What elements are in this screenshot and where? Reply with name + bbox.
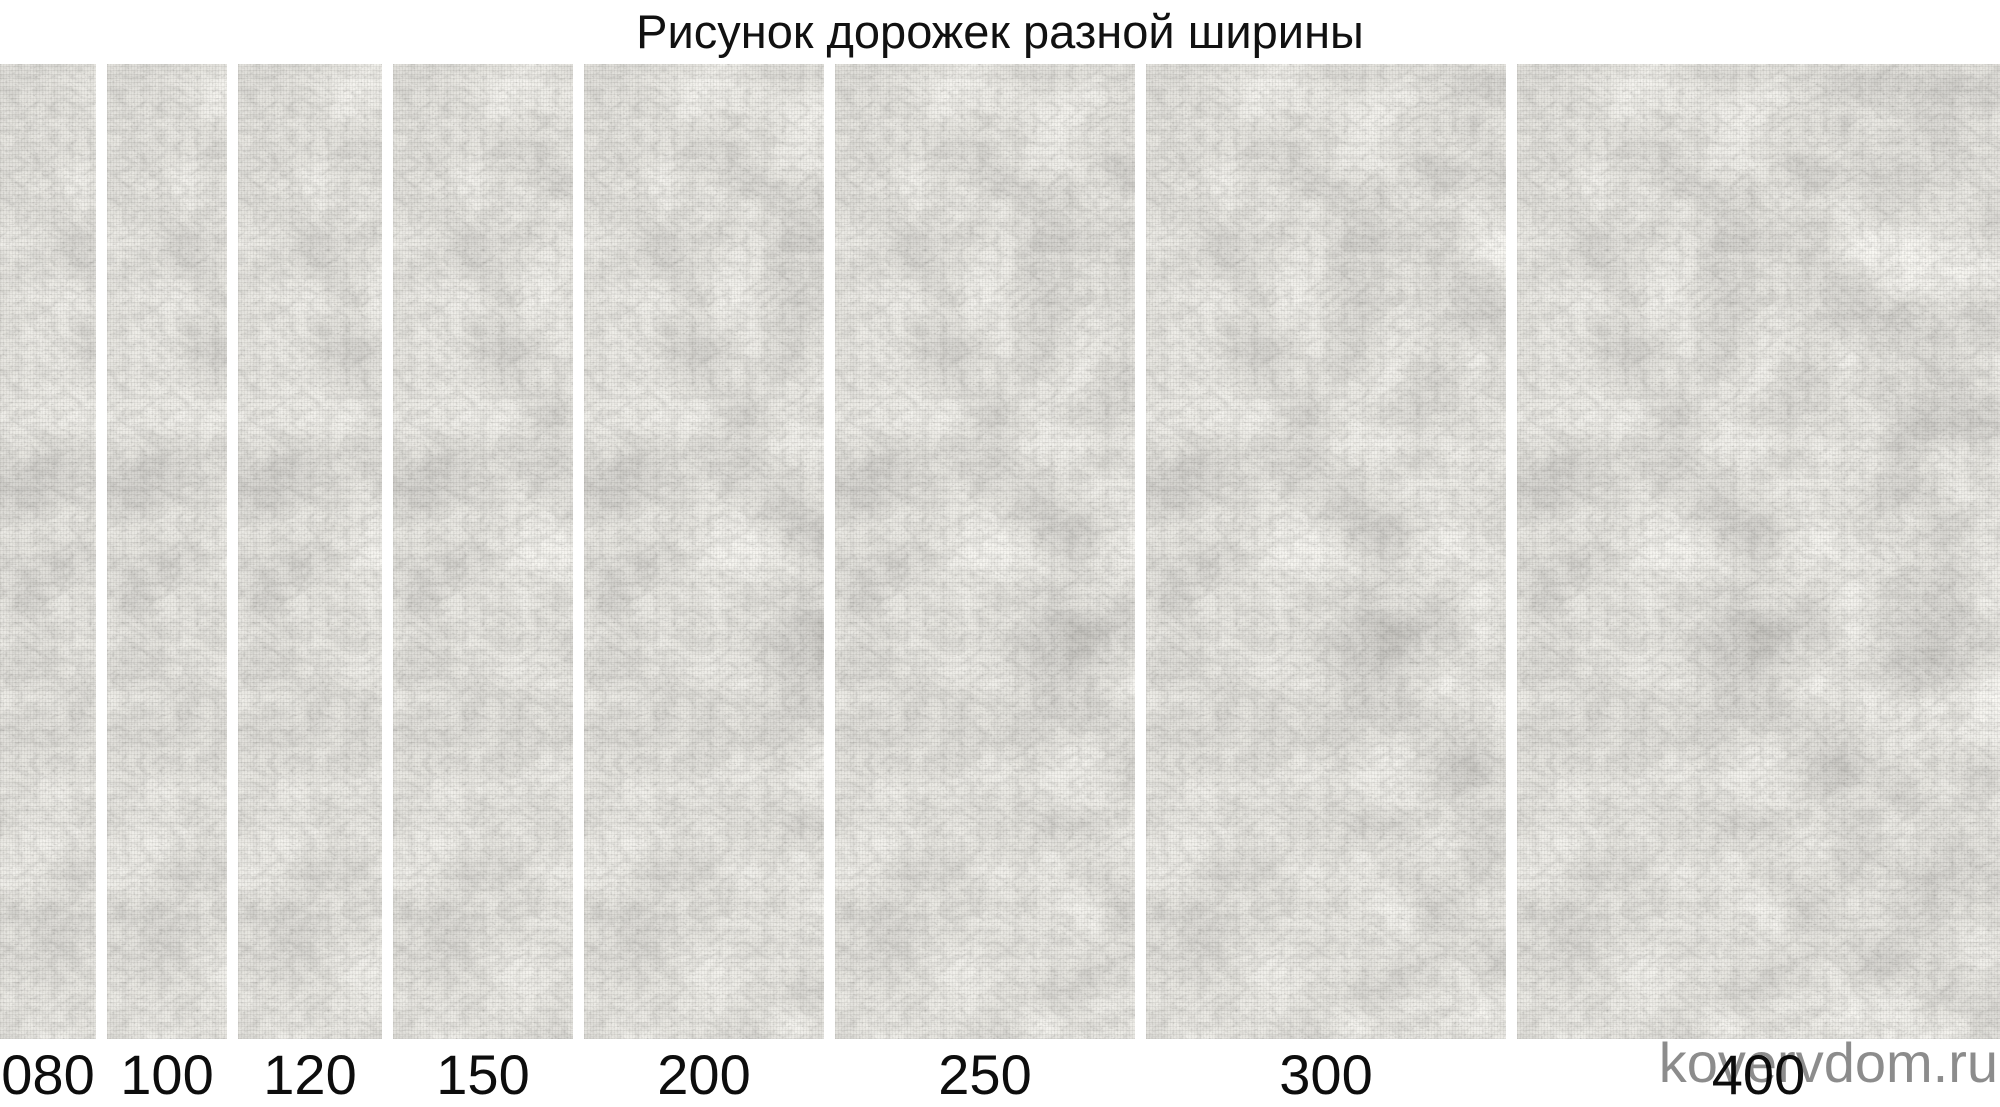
watermark: kovervdom.ru <box>1658 1031 1998 1094</box>
carpet-weave-overlay <box>238 64 382 1039</box>
carpet-weave-overlay <box>0 64 96 1039</box>
runner-strip-100 <box>107 64 227 1039</box>
width-label-400: 400 <box>1711 1043 1806 1106</box>
runner-strip-120 <box>238 64 382 1039</box>
carpet-weave-overlay <box>835 64 1135 1039</box>
carpet-texture-image <box>835 64 1135 1039</box>
width-label-300: 300 <box>1279 1043 1373 1106</box>
carpet-texture-image <box>238 64 382 1039</box>
carpet-weave-overlay <box>584 64 824 1039</box>
width-label-080: 080 <box>1 1043 95 1106</box>
carpet-texture-image <box>0 64 96 1039</box>
runner-strip-300 <box>1146 64 1506 1039</box>
carpet-weave-overlay <box>393 64 573 1039</box>
runner-strip-200 <box>584 64 824 1039</box>
runner-strip-250 <box>835 64 1135 1039</box>
width-label-250: 250 <box>938 1043 1032 1106</box>
width-label-200: 200 <box>657 1043 751 1106</box>
width-labels: 080 100 120 150 200 250 300 400 <box>0 1046 2000 1107</box>
carpet-texture-image <box>393 64 573 1039</box>
carpet-texture-image <box>584 64 824 1039</box>
carpet-texture-image <box>1517 64 2000 1039</box>
carpet-texture-image <box>107 64 227 1039</box>
runner-strip-150 <box>393 64 573 1039</box>
carpet-weave-overlay <box>107 64 227 1039</box>
width-label-150: 150 <box>436 1043 530 1106</box>
page-title: Рисунок дорожек разной ширины <box>636 5 1364 58</box>
runner-strip-080 <box>0 64 96 1039</box>
carpet-texture-image <box>1146 64 1506 1039</box>
width-label-120: 120 <box>263 1043 357 1106</box>
runner-strip-400 <box>1517 64 2000 1039</box>
width-label-100: 100 <box>120 1043 214 1106</box>
runner-strips <box>0 64 2000 1039</box>
carpet-weave-overlay <box>1146 64 1506 1039</box>
carpet-weave-overlay <box>1517 64 2000 1039</box>
